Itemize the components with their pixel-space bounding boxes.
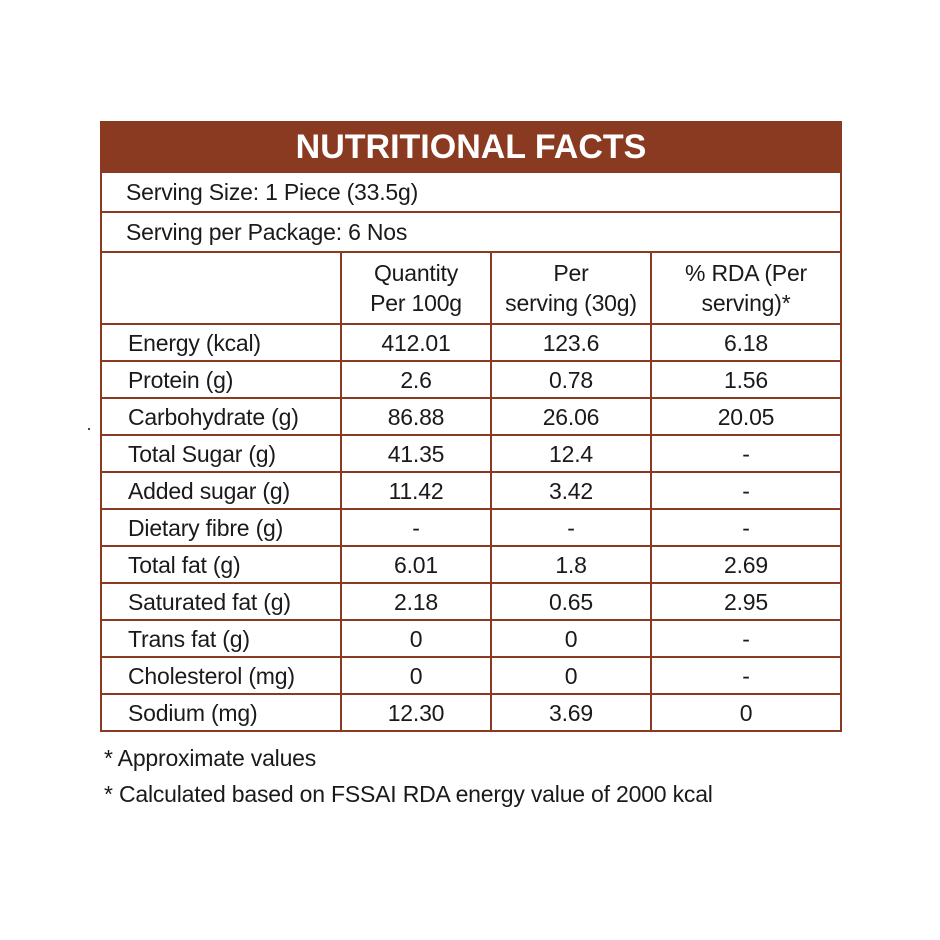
value-rda: 2.69 (649, 545, 843, 584)
table-row: Total Sugar (g) 41.35 12.4- (100, 434, 843, 473)
value-rda: - (649, 471, 843, 510)
value-per-100g: 12.30 (340, 693, 492, 732)
nutrient-label: Saturated fat (g) (100, 582, 342, 621)
footnotes: * Approximate values * Calculated based … (104, 740, 713, 812)
nutrient-label: Added sugar (g) (100, 471, 342, 510)
value-per-serving: 3.42 (490, 471, 652, 510)
value-per-100g: 2.18 (340, 582, 492, 621)
value-per-100g: 2.6 (340, 360, 492, 399)
footnote-fssai: * Calculated based on FSSAI RDA energy v… (104, 781, 713, 807)
table-row: Saturated fat (g) 2.18 0.65 2.95 (100, 582, 843, 621)
value-per-serving: 3.69 (490, 693, 652, 732)
value-rda: 6.18 (649, 323, 843, 362)
stray-dot (88, 428, 90, 430)
table-row: Total fat (g) 6.01 1.8 2.69 (100, 545, 843, 584)
nutrient-label: Carbohydrate (g) (100, 397, 342, 436)
header-quantity-line2: Per 100g (370, 290, 462, 316)
value-per-100g: 11.42 (340, 471, 492, 510)
header-rda-line1: % RDA (Per (685, 260, 807, 286)
table-row: Cholesterol (mg) 0 0- (100, 656, 843, 695)
footnote-approximate: * Approximate values (104, 745, 317, 771)
value-per-serving: 26.06 (490, 397, 652, 436)
value-per-serving: 12.4 (490, 434, 652, 473)
value-per-100g: 0 (340, 619, 492, 658)
nutrient-label: Total fat (g) (100, 545, 342, 584)
value-per-serving: 0.78 (490, 360, 652, 399)
table-row: Carbohydrate (g) 86.88 26.06 20.05 (100, 397, 843, 436)
table-row: Dietary fibre (g) - - - (100, 508, 843, 547)
value-per-serving: 0 (490, 656, 652, 695)
value-rda: 1.56 (649, 360, 843, 399)
column-header-row: Quantity Per 100g Per serving (30g) % RD… (100, 251, 843, 325)
table-row: Trans fat (g) 0 0- (100, 619, 843, 658)
value-rda: - (649, 656, 843, 695)
value-rda: 0 (649, 693, 843, 732)
header-blank (100, 251, 342, 325)
serving-per-package: Serving per Package: 6 Nos (99, 211, 843, 253)
value-per-serving: - (490, 508, 652, 547)
value-per-100g: 86.88 (340, 397, 492, 436)
value-per-serving: 0 (490, 619, 652, 658)
value-per-100g: 6.01 (340, 545, 492, 584)
nutrient-rows: Energy (kcal) 412.01 123.6 6.18 Protein (g) 2… (100, 323, 843, 732)
value-per-100g: 412.01 (340, 323, 492, 362)
nutrient-label: Total Sugar (g) (100, 434, 342, 473)
value-per-serving: 123.6 (490, 323, 652, 362)
value-rda: - (649, 434, 843, 473)
nutrient-label: Cholesterol (mg) (100, 656, 342, 695)
nutrient-label: Protein (g) (100, 360, 342, 399)
table-row: Sodium (mg) 12.30 3.69 0 (100, 693, 843, 732)
value-per-serving: 1.8 (490, 545, 652, 584)
nutrient-label: Trans fat (g) (100, 619, 342, 658)
nutrition-facts-panel: NUTRITIONAL FACTS Serving Size: 1 Piece … (99, 121, 843, 732)
value-rda: - (649, 619, 843, 658)
table-title: NUTRITIONAL FACTS (99, 121, 843, 173)
value-per-serving: 0.65 (490, 582, 652, 621)
nutrient-label: Energy (kcal) (100, 323, 342, 362)
nutrient-label: Dietary fibre (g) (100, 508, 342, 547)
table-row: Energy (kcal) 412.01 123.6 6.18 (100, 323, 843, 362)
table-row: Added sugar (g) 11.42 3.42- (100, 471, 843, 510)
value-per-100g: 0 (340, 656, 492, 695)
value-rda: 20.05 (649, 397, 843, 436)
header-per-serving: Per serving (30g) (490, 251, 652, 325)
nutrition-table: NUTRITIONAL FACTS Serving Size: 1 Piece … (99, 121, 843, 732)
value-rda: 2.95 (649, 582, 843, 621)
header-rda-line2: serving)* (701, 290, 791, 316)
value-per-100g: 41.35 (340, 434, 492, 473)
header-per-serving-line1: Per (553, 260, 589, 286)
value-per-100g: - (340, 508, 492, 547)
nutrient-label: Sodium (mg) (100, 693, 342, 732)
header-quantity: Quantity Per 100g (340, 251, 492, 325)
serving-size: Serving Size: 1 Piece (33.5g) (99, 171, 843, 213)
table-row: Protein (g) 2.6 0.78 1.56 (100, 360, 843, 399)
header-rda: % RDA (Per serving)* (649, 251, 843, 325)
value-rda: - (649, 508, 843, 547)
header-per-serving-line2: serving (30g) (505, 290, 637, 316)
header-quantity-line1: Quantity (373, 260, 459, 286)
